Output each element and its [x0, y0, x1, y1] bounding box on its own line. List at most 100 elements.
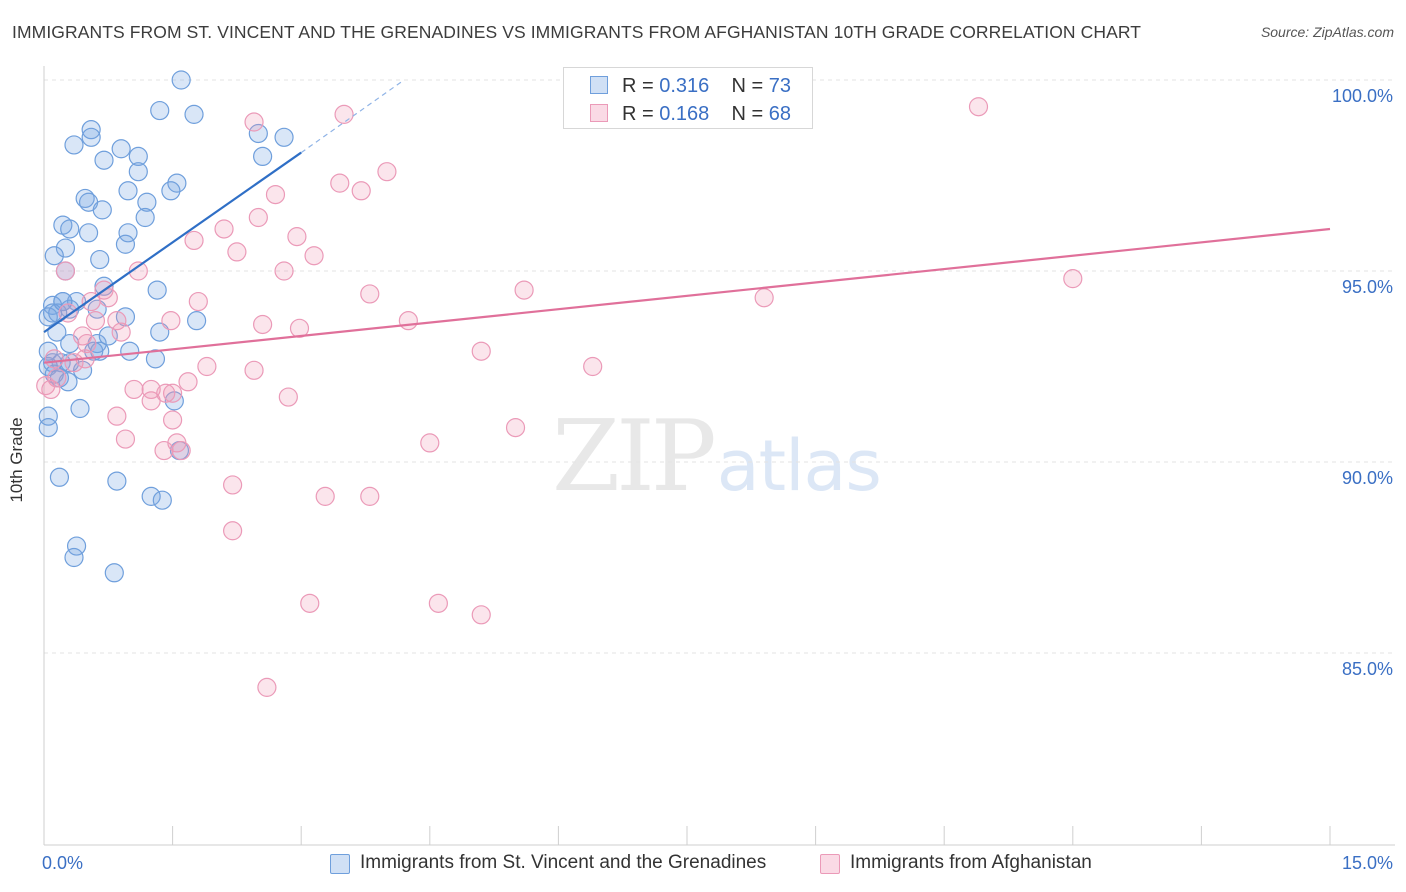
point-series1: [248, 123, 268, 144]
legend-row-series2: R = 0.168 N = 68: [622, 103, 791, 126]
point-series2: [223, 521, 243, 541]
point-series2: [41, 379, 61, 400]
legend-swatch-blue: [330, 854, 350, 874]
point-series1: [38, 406, 58, 426]
point-series1: [161, 181, 181, 201]
x-tick-label: 15.0%: [1342, 853, 1393, 873]
point-series1: [150, 100, 170, 121]
point-series2: [360, 486, 380, 506]
legend-label-series2: Immigrants from Afghanistan: [850, 852, 1092, 873]
point-series2: [1063, 269, 1083, 289]
n-value: 73: [768, 75, 792, 97]
point-series2: [334, 104, 354, 124]
point-series2: [188, 291, 208, 312]
point-series2: [265, 185, 286, 205]
point-series2: [287, 227, 307, 247]
point-series1: [81, 127, 101, 147]
point-series2: [36, 376, 56, 396]
trendline-series1: [43, 151, 302, 334]
point-series1: [141, 486, 161, 506]
point-series1: [64, 135, 84, 155]
correlation-legend: R = 0.316 N = 73 R = 0.168 N = 68: [563, 67, 813, 129]
point-series1: [53, 291, 73, 312]
y-tick-label: 100.0%: [1332, 86, 1393, 106]
point-series2: [161, 311, 181, 331]
point-series1: [115, 234, 136, 254]
point-series2: [167, 433, 187, 453]
watermark-zip: ZIP: [552, 400, 717, 514]
point-series2: [289, 318, 310, 338]
point-series1: [274, 127, 294, 147]
x-tick-label: 0.0%: [42, 853, 83, 873]
r-value: 0.168: [659, 103, 710, 125]
legend-swatch-blue: [590, 76, 608, 94]
point-series2: [360, 284, 380, 304]
point-series2: [214, 219, 234, 239]
point-series2: [398, 311, 418, 331]
series-legend: Immigrants from St. Vincent and the Gren…: [0, 852, 1406, 876]
point-series2: [304, 246, 324, 266]
point-series2: [253, 314, 273, 335]
y-axis-label: 10th Grade: [7, 417, 26, 503]
point-series2: [111, 322, 131, 342]
point-series2: [244, 112, 264, 132]
point-series2: [274, 261, 294, 281]
r-label: R =: [622, 75, 654, 97]
point-series1: [253, 146, 273, 166]
point-series2: [330, 173, 350, 193]
r-value: 0.316: [659, 75, 710, 97]
point-series1: [147, 280, 167, 300]
point-series1: [118, 181, 138, 201]
point-series1: [90, 249, 110, 270]
point-series1: [150, 322, 170, 342]
point-series1: [38, 341, 58, 361]
point-series2: [300, 593, 320, 613]
legend-swatch-pink: [590, 104, 608, 122]
n-label: N =: [731, 75, 764, 97]
point-series2: [968, 97, 989, 117]
point-series1: [128, 146, 148, 166]
point-series1: [118, 223, 138, 243]
n-value: 68: [768, 103, 792, 125]
point-series2: [77, 333, 97, 354]
point-series1: [137, 192, 157, 212]
point-series1: [111, 139, 131, 159]
point-series1: [92, 200, 112, 220]
point-series2: [156, 383, 176, 403]
point-series1: [60, 219, 80, 239]
point-series1: [66, 536, 87, 556]
point-series1: [81, 120, 101, 140]
point-series2: [471, 605, 491, 625]
point-series2: [278, 387, 298, 407]
point-series2: [107, 311, 127, 331]
trendline-series1-extension: [300, 79, 405, 154]
trendline-series2: [43, 227, 1331, 364]
point-series1: [70, 398, 90, 419]
y-tick-label: 95.0%: [1342, 277, 1393, 297]
point-series2: [377, 162, 397, 182]
legend-row-series1: R = 0.316 N = 73: [622, 75, 791, 98]
point-series2: [184, 230, 204, 251]
point-series1: [128, 162, 148, 182]
y-tick-label: 85.0%: [1342, 659, 1393, 679]
point-series1: [64, 547, 84, 568]
watermark-atlas: atlas: [716, 425, 882, 507]
legend-swatch-pink: [820, 854, 840, 874]
y-tick-label: 90.0%: [1342, 468, 1393, 488]
point-series1: [171, 70, 191, 90]
point-series2: [351, 181, 371, 201]
point-series2: [124, 379, 144, 400]
point-series2: [514, 280, 534, 300]
point-series1: [94, 150, 114, 170]
point-series2: [420, 433, 440, 453]
point-series2: [47, 368, 67, 388]
point-series1: [135, 207, 155, 228]
point-series2: [115, 429, 136, 449]
point-series1: [107, 471, 127, 491]
point-series2: [223, 475, 243, 495]
point-series2: [227, 242, 247, 262]
chart-title: IMMIGRANTS FROM ST. VINCENT AND THE GREN…: [12, 22, 1142, 42]
point-series2: [315, 486, 335, 506]
legend-label-series1: Immigrants from St. Vincent and the Gren…: [360, 852, 767, 873]
